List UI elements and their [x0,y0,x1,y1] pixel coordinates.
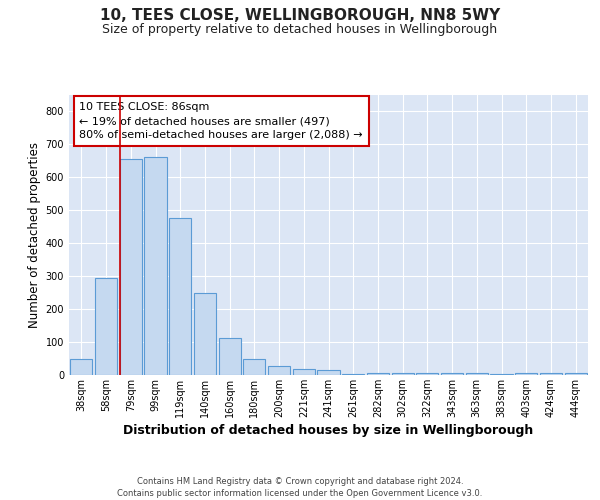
Bar [145,156,167,375]
Bar [540,372,562,375]
Text: 10, TEES CLOSE, WELLINGBOROUGH, NN8 5WY: 10, TEES CLOSE, WELLINGBOROUGH, NN8 5WY [100,8,500,22]
Bar [466,372,488,375]
Text: 10 TEES CLOSE: 86sqm
← 19% of detached houses are smaller (497)
80% of semi-deta: 10 TEES CLOSE: 86sqm ← 19% of detached h… [79,102,363,140]
Bar [515,372,538,375]
Bar [218,338,241,375]
Bar [95,278,117,375]
Bar [392,372,414,375]
Bar [490,374,512,375]
Text: Contains HM Land Registry data © Crown copyright and database right 2024.
Contai: Contains HM Land Registry data © Crown c… [118,476,482,498]
Bar [416,372,439,375]
Bar [169,218,191,375]
X-axis label: Distribution of detached houses by size in Wellingborough: Distribution of detached houses by size … [124,424,533,437]
Bar [194,292,216,375]
Bar [243,359,265,375]
Bar [293,370,315,375]
Y-axis label: Number of detached properties: Number of detached properties [28,142,41,328]
Bar [342,374,364,375]
Bar [565,372,587,375]
Text: Size of property relative to detached houses in Wellingborough: Size of property relative to detached ho… [103,22,497,36]
Bar [317,370,340,375]
Bar [441,372,463,375]
Bar [268,366,290,375]
Bar [70,359,92,375]
Bar [119,158,142,375]
Bar [367,372,389,375]
